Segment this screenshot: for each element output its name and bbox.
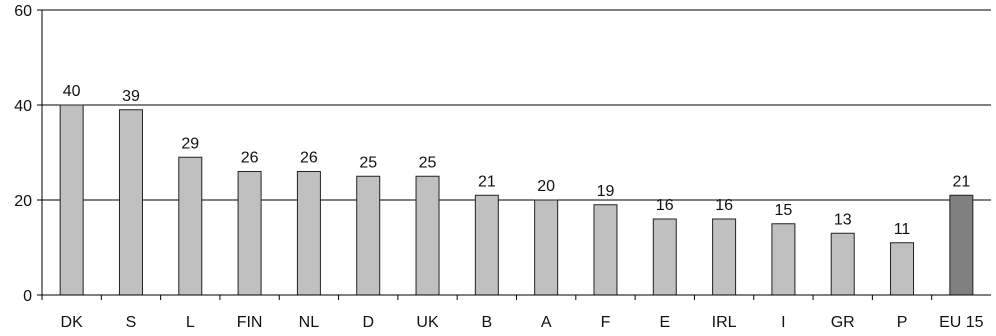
data-label: 11: [894, 221, 911, 238]
data-label: 21: [478, 173, 496, 190]
data-label: 20: [537, 178, 555, 195]
y-tick-label: 40: [14, 98, 32, 115]
bar-b: [474, 194, 499, 296]
x-tick-label: NL: [299, 314, 320, 331]
x-tick-label: UK: [416, 314, 439, 331]
bar-p: [890, 242, 915, 296]
data-label: 29: [181, 135, 199, 152]
x-tick-label: D: [362, 314, 374, 331]
bar-dk: [59, 104, 84, 296]
x-tick-label: L: [186, 314, 195, 331]
bar-s: [118, 109, 143, 296]
x-tick-label: F: [601, 314, 611, 331]
axis-layer: [37, 9, 991, 300]
data-label: 13: [834, 211, 852, 228]
bar-i: [771, 223, 796, 296]
data-label: 16: [715, 197, 733, 214]
x-tick-label: EU 15: [939, 314, 984, 331]
data-label: 19: [597, 183, 615, 200]
bar-d: [356, 175, 381, 296]
data-label: 21: [952, 173, 970, 190]
data-label: 26: [300, 150, 318, 167]
bar-irl: [712, 218, 737, 296]
data-label: 16: [656, 197, 674, 214]
x-tick-label: GR: [831, 314, 855, 331]
y-tick-label: 0: [23, 288, 32, 305]
bar-a: [534, 199, 559, 296]
bar-uk: [415, 175, 440, 296]
data-label: 40: [63, 83, 81, 100]
x-tick-label: E: [659, 314, 670, 331]
y-tick-label: 60: [14, 3, 32, 20]
x-tick-label: P: [897, 314, 908, 331]
bar-e: [652, 218, 677, 296]
data-label: 39: [122, 88, 140, 105]
bar-layer: [59, 104, 974, 296]
data-label: 15: [775, 202, 793, 219]
x-tick-label: IRL: [712, 314, 737, 331]
data-label: 26: [241, 150, 259, 167]
x-tick-label: I: [781, 314, 785, 331]
x-tick-label: S: [126, 314, 137, 331]
x-tick-label: A: [541, 314, 552, 331]
bar-eu-15: [949, 194, 974, 296]
bar-f: [593, 204, 618, 296]
bar-nl: [296, 171, 321, 296]
bar-l: [178, 156, 203, 296]
x-tick-label: DK: [61, 314, 84, 331]
y-tick-label: 20: [14, 193, 32, 210]
bar-fin: [237, 171, 262, 296]
label-layer: 0 20 40 60 40 DK 39 S 29 L 26 FIN 26 NL 25 D 25 UK 21 B 20 A 1…: [14, 3, 983, 331]
data-label: 25: [419, 154, 437, 171]
x-tick-label: B: [482, 314, 493, 331]
bar-gr: [830, 232, 855, 296]
x-tick-label: FIN: [237, 314, 263, 331]
data-label: 25: [359, 154, 377, 171]
